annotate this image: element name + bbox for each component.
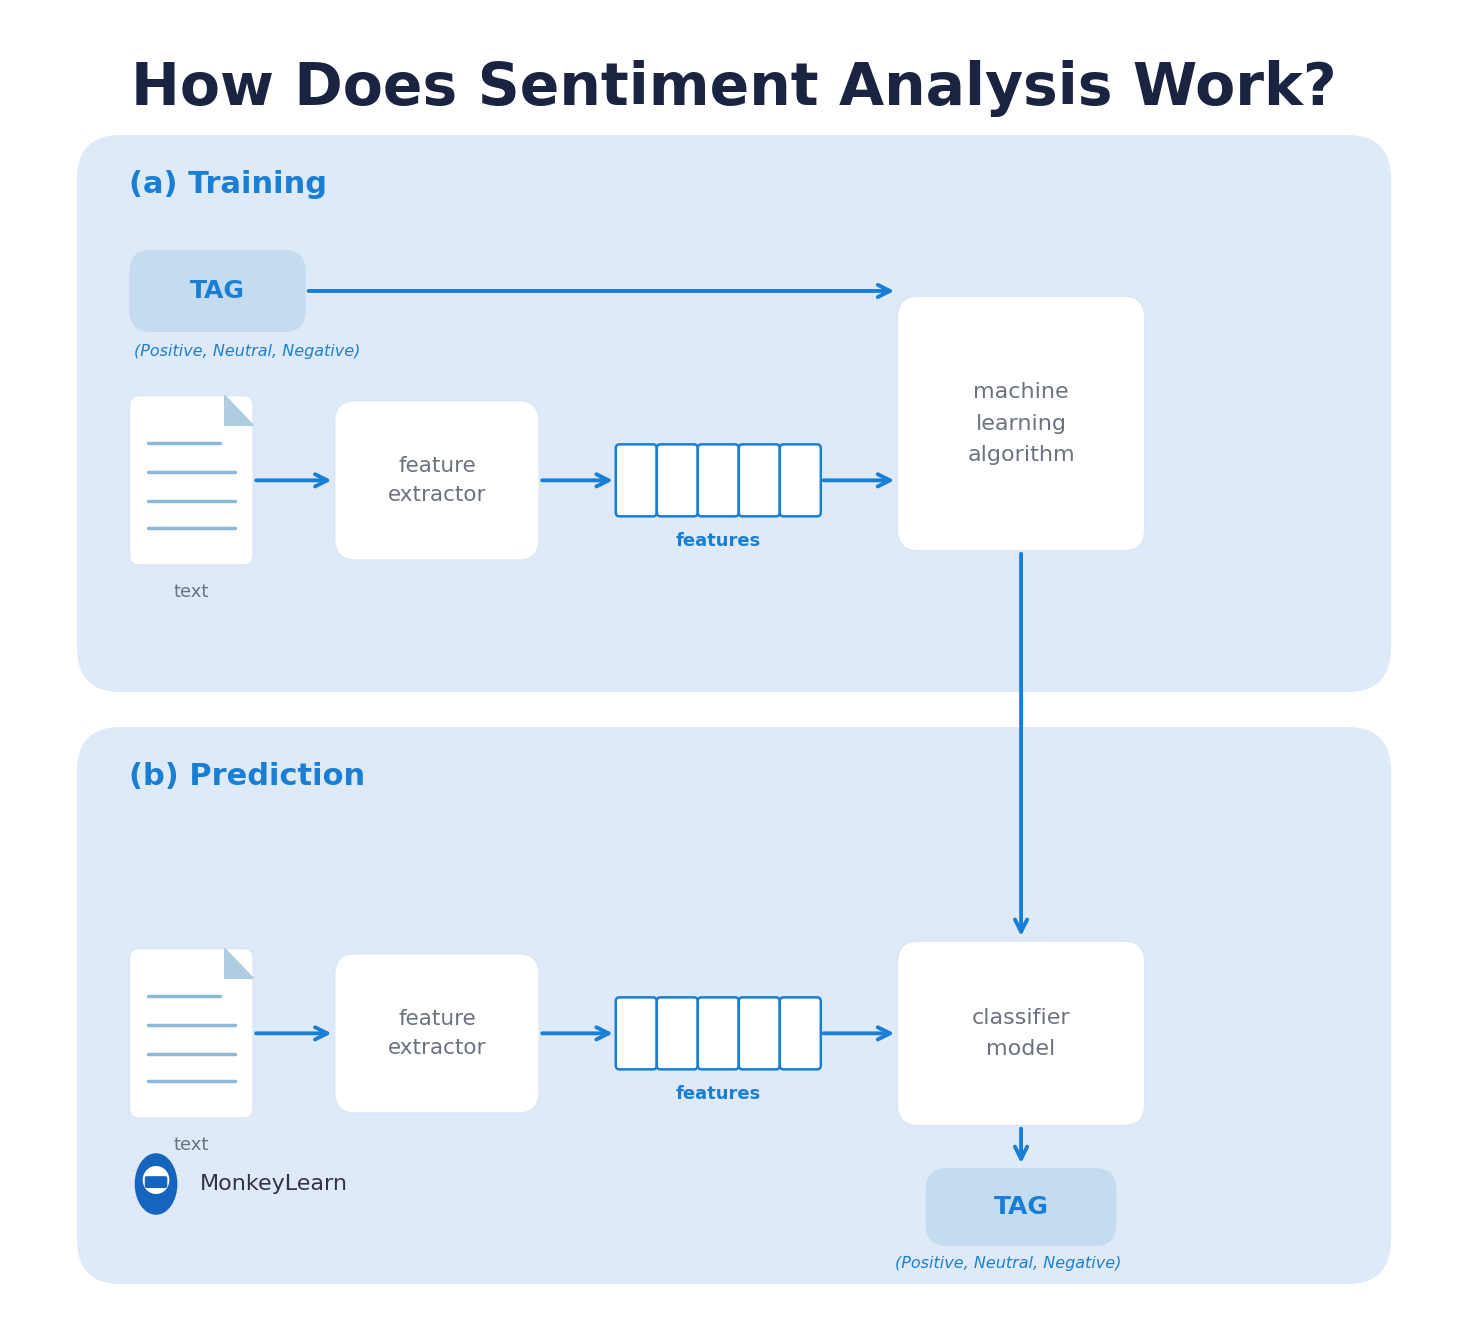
Ellipse shape bbox=[135, 1154, 178, 1215]
Text: (Positive, Neutral, Negative): (Positive, Neutral, Negative) bbox=[134, 343, 361, 359]
FancyBboxPatch shape bbox=[76, 727, 1392, 1284]
FancyBboxPatch shape bbox=[697, 997, 738, 1069]
Text: (Positive, Neutral, Negative): (Positive, Neutral, Negative) bbox=[895, 1256, 1122, 1272]
FancyBboxPatch shape bbox=[615, 444, 656, 516]
Text: TAG: TAG bbox=[994, 1195, 1048, 1219]
Text: text: text bbox=[173, 583, 208, 601]
FancyBboxPatch shape bbox=[897, 941, 1145, 1126]
Text: classifier
model: classifier model bbox=[972, 1008, 1070, 1059]
FancyBboxPatch shape bbox=[145, 1176, 167, 1188]
Text: features: features bbox=[675, 1086, 760, 1103]
Text: feature
extractor: feature extractor bbox=[388, 456, 486, 505]
FancyBboxPatch shape bbox=[780, 997, 821, 1069]
Text: text: text bbox=[173, 1136, 208, 1155]
FancyBboxPatch shape bbox=[129, 395, 254, 565]
Text: (b) Prediction: (b) Prediction bbox=[129, 762, 366, 792]
Text: MonkeyLearn: MonkeyLearn bbox=[200, 1174, 348, 1193]
FancyBboxPatch shape bbox=[335, 953, 539, 1114]
FancyBboxPatch shape bbox=[76, 135, 1392, 692]
Text: How Does Sentiment Analysis Work?: How Does Sentiment Analysis Work? bbox=[131, 60, 1337, 117]
FancyBboxPatch shape bbox=[738, 444, 780, 516]
FancyBboxPatch shape bbox=[697, 444, 738, 516]
Text: features: features bbox=[675, 532, 760, 550]
FancyBboxPatch shape bbox=[615, 997, 656, 1069]
FancyBboxPatch shape bbox=[780, 444, 821, 516]
FancyBboxPatch shape bbox=[738, 997, 780, 1069]
FancyBboxPatch shape bbox=[335, 400, 539, 561]
Text: TAG: TAG bbox=[189, 278, 245, 302]
FancyBboxPatch shape bbox=[926, 1168, 1117, 1246]
Text: (a) Training: (a) Training bbox=[129, 170, 327, 199]
FancyBboxPatch shape bbox=[129, 251, 305, 332]
Text: feature
extractor: feature extractor bbox=[388, 1009, 486, 1058]
Circle shape bbox=[142, 1166, 169, 1193]
Text: machine
learning
algorithm: machine learning algorithm bbox=[967, 382, 1075, 464]
FancyBboxPatch shape bbox=[656, 444, 697, 516]
Polygon shape bbox=[225, 948, 254, 979]
Polygon shape bbox=[225, 395, 254, 426]
FancyBboxPatch shape bbox=[656, 997, 697, 1069]
FancyBboxPatch shape bbox=[897, 296, 1145, 552]
FancyBboxPatch shape bbox=[129, 948, 254, 1118]
